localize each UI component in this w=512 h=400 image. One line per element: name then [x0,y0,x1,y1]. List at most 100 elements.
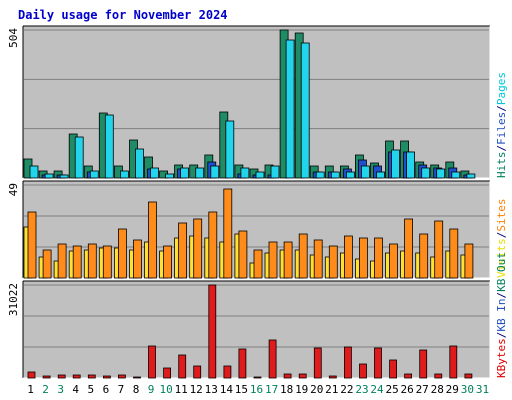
bar-kbytes-kbytes-day-6 [103,375,111,379]
bar-requests-pages-day-1 [29,165,39,179]
bar-requests-pages-day-16 [255,171,265,179]
x-tick-label-6: 6 [103,383,110,396]
x-tick-label-10: 10 [159,383,172,396]
legend-entry: / [495,105,508,112]
chart-title: Daily usage for November 2024 [18,8,228,22]
legend-entry: KB In [495,299,508,332]
bar-visits-sites-day-22 [343,235,353,279]
bar-requests-pages-day-9 [150,167,159,179]
bar-kbytes-kbytes-day-29 [449,345,458,379]
panel-legend: Visits/Sites [495,199,508,279]
x-tick-label-8: 8 [133,383,140,396]
x-tick-label-17: 17 [265,383,278,396]
bar-visits-sites-day-29 [449,228,459,279]
bar-kbytes-kbytes-day-16 [253,376,262,379]
panel-legend: Hits/Files/Pages [495,72,508,178]
legend-entry: Hits [495,152,508,179]
bar-kbytes-kbytes-day-4 [72,374,81,379]
bar-visits-sites-day-12 [193,218,203,279]
bar-visits-sites-day-19 [298,233,308,279]
x-tick-label-23: 23 [355,383,368,396]
x-tick-label-1: 1 [27,383,34,396]
bar-kbytes-kbytes-day-5 [87,374,96,379]
x-tick-label-26: 26 [400,383,413,396]
bar-kbytes-kbytes-day-12 [193,365,202,379]
bar-requests-pages-day-25 [391,149,400,179]
bar-kbytes-kbytes-day-21 [328,375,337,379]
x-tick-label-14: 14 [220,383,234,396]
x-tick-label-18: 18 [280,383,293,396]
bar-visits-sites-day-26 [404,218,414,279]
bar-kbytes-kbytes-day-3 [57,374,66,379]
bar-visits-sites-day-3 [57,243,67,279]
bar-requests-pages-day-15 [240,167,250,179]
bar-requests-pages-day-23 [360,165,370,179]
bar-requests-pages-day-22 [345,171,355,179]
bar-visits-sites-day-4 [72,245,82,279]
bar-kbytes-kbytes-day-19 [298,373,307,379]
bar-kbytes-kbytes-day-18 [283,373,292,379]
bar-kbytes-kbytes-day-27 [419,349,428,379]
x-tick-label-29: 29 [446,383,459,396]
bar-requests-pages-day-8 [135,148,144,179]
bar-visits-sites-day-11 [178,222,188,279]
bar-kbytes-kbytes-day-15 [238,348,247,379]
bar-visits-sites-day-14 [223,188,233,279]
bar-kbytes-kbytes-day-8 [133,376,141,379]
legend-entry: KB Out [495,252,508,292]
bar-kbytes-kbytes-day-13 [208,284,217,379]
bar-requests-pages-day-24 [376,171,385,179]
bar-kbytes-kbytes-day-30 [464,373,473,379]
bar-requests-pages-day-14 [225,120,235,179]
bar-visits-sites-day-20 [313,239,323,279]
bar-kbytes-kbytes-day-7 [118,374,126,379]
bar-kbytes-kbytes-day-17 [268,339,277,379]
bar-requests-pages-day-6 [104,114,114,179]
bar-visits-sites-day-18 [283,241,293,279]
bar-visits-sites-day-24 [374,237,383,279]
bar-kbytes-kbytes-day-28 [434,373,443,379]
x-tick-label-21: 21 [325,383,338,396]
bar-kbytes-kbytes-day-23 [359,363,367,379]
x-tick-label-19: 19 [295,383,308,396]
bar-visits-sites-day-1 [27,211,37,279]
x-tick-label-25: 25 [385,383,398,396]
x-tick-label-28: 28 [431,383,444,396]
bar-requests-pages-day-28 [436,168,446,179]
bar-kbytes-kbytes-day-20 [313,347,322,379]
bar-kbytes-kbytes-day-14 [223,365,232,379]
bar-requests-pages-day-30 [466,173,476,179]
bar-visits-sites-day-13 [208,211,218,279]
x-tick-label-24: 24 [370,383,384,396]
bar-visits-sites-day-15 [238,230,248,279]
legend-entry: / [495,292,508,299]
legend-entry: Pages [495,72,508,105]
bar-requests-pages-day-21 [330,171,340,179]
bar-requests-pages-day-5 [89,170,99,179]
legend-entry: / [495,332,508,339]
bar-kbytes-kbytes-day-1 [27,371,36,379]
panel-legend: KBytes/KB In/KB Out [495,252,508,378]
x-tick-label-27: 27 [416,383,429,396]
bar-requests-pages-day-26 [406,151,416,179]
bar-visits-sites-day-8 [133,239,142,279]
x-tick-label-16: 16 [250,383,263,396]
bar-requests-pages-day-3 [59,174,69,179]
bar-visits-sites-day-28 [434,220,444,279]
bar-visits-sites-day-16 [253,249,263,279]
x-tick-label-9: 9 [148,383,155,396]
legend-entry: Sites [495,199,508,232]
legend-entry: Visits [495,238,508,278]
bar-kbytes-kbytes-day-22 [343,346,352,379]
bar-visits-sites-day-21 [328,245,338,279]
x-tick-label-3: 3 [57,383,64,396]
legend-entry: Files [495,112,508,145]
bar-requests-pages-day-17 [270,165,280,179]
x-tick-label-2: 2 [42,383,49,396]
bar-kbytes-kbytes-day-11 [178,354,187,379]
legend-entry: KBytes [495,338,508,378]
legend-entry: / [495,232,508,239]
bar-kbytes-kbytes-day-10 [163,367,172,379]
bar-visits-sites-day-30 [464,243,474,279]
